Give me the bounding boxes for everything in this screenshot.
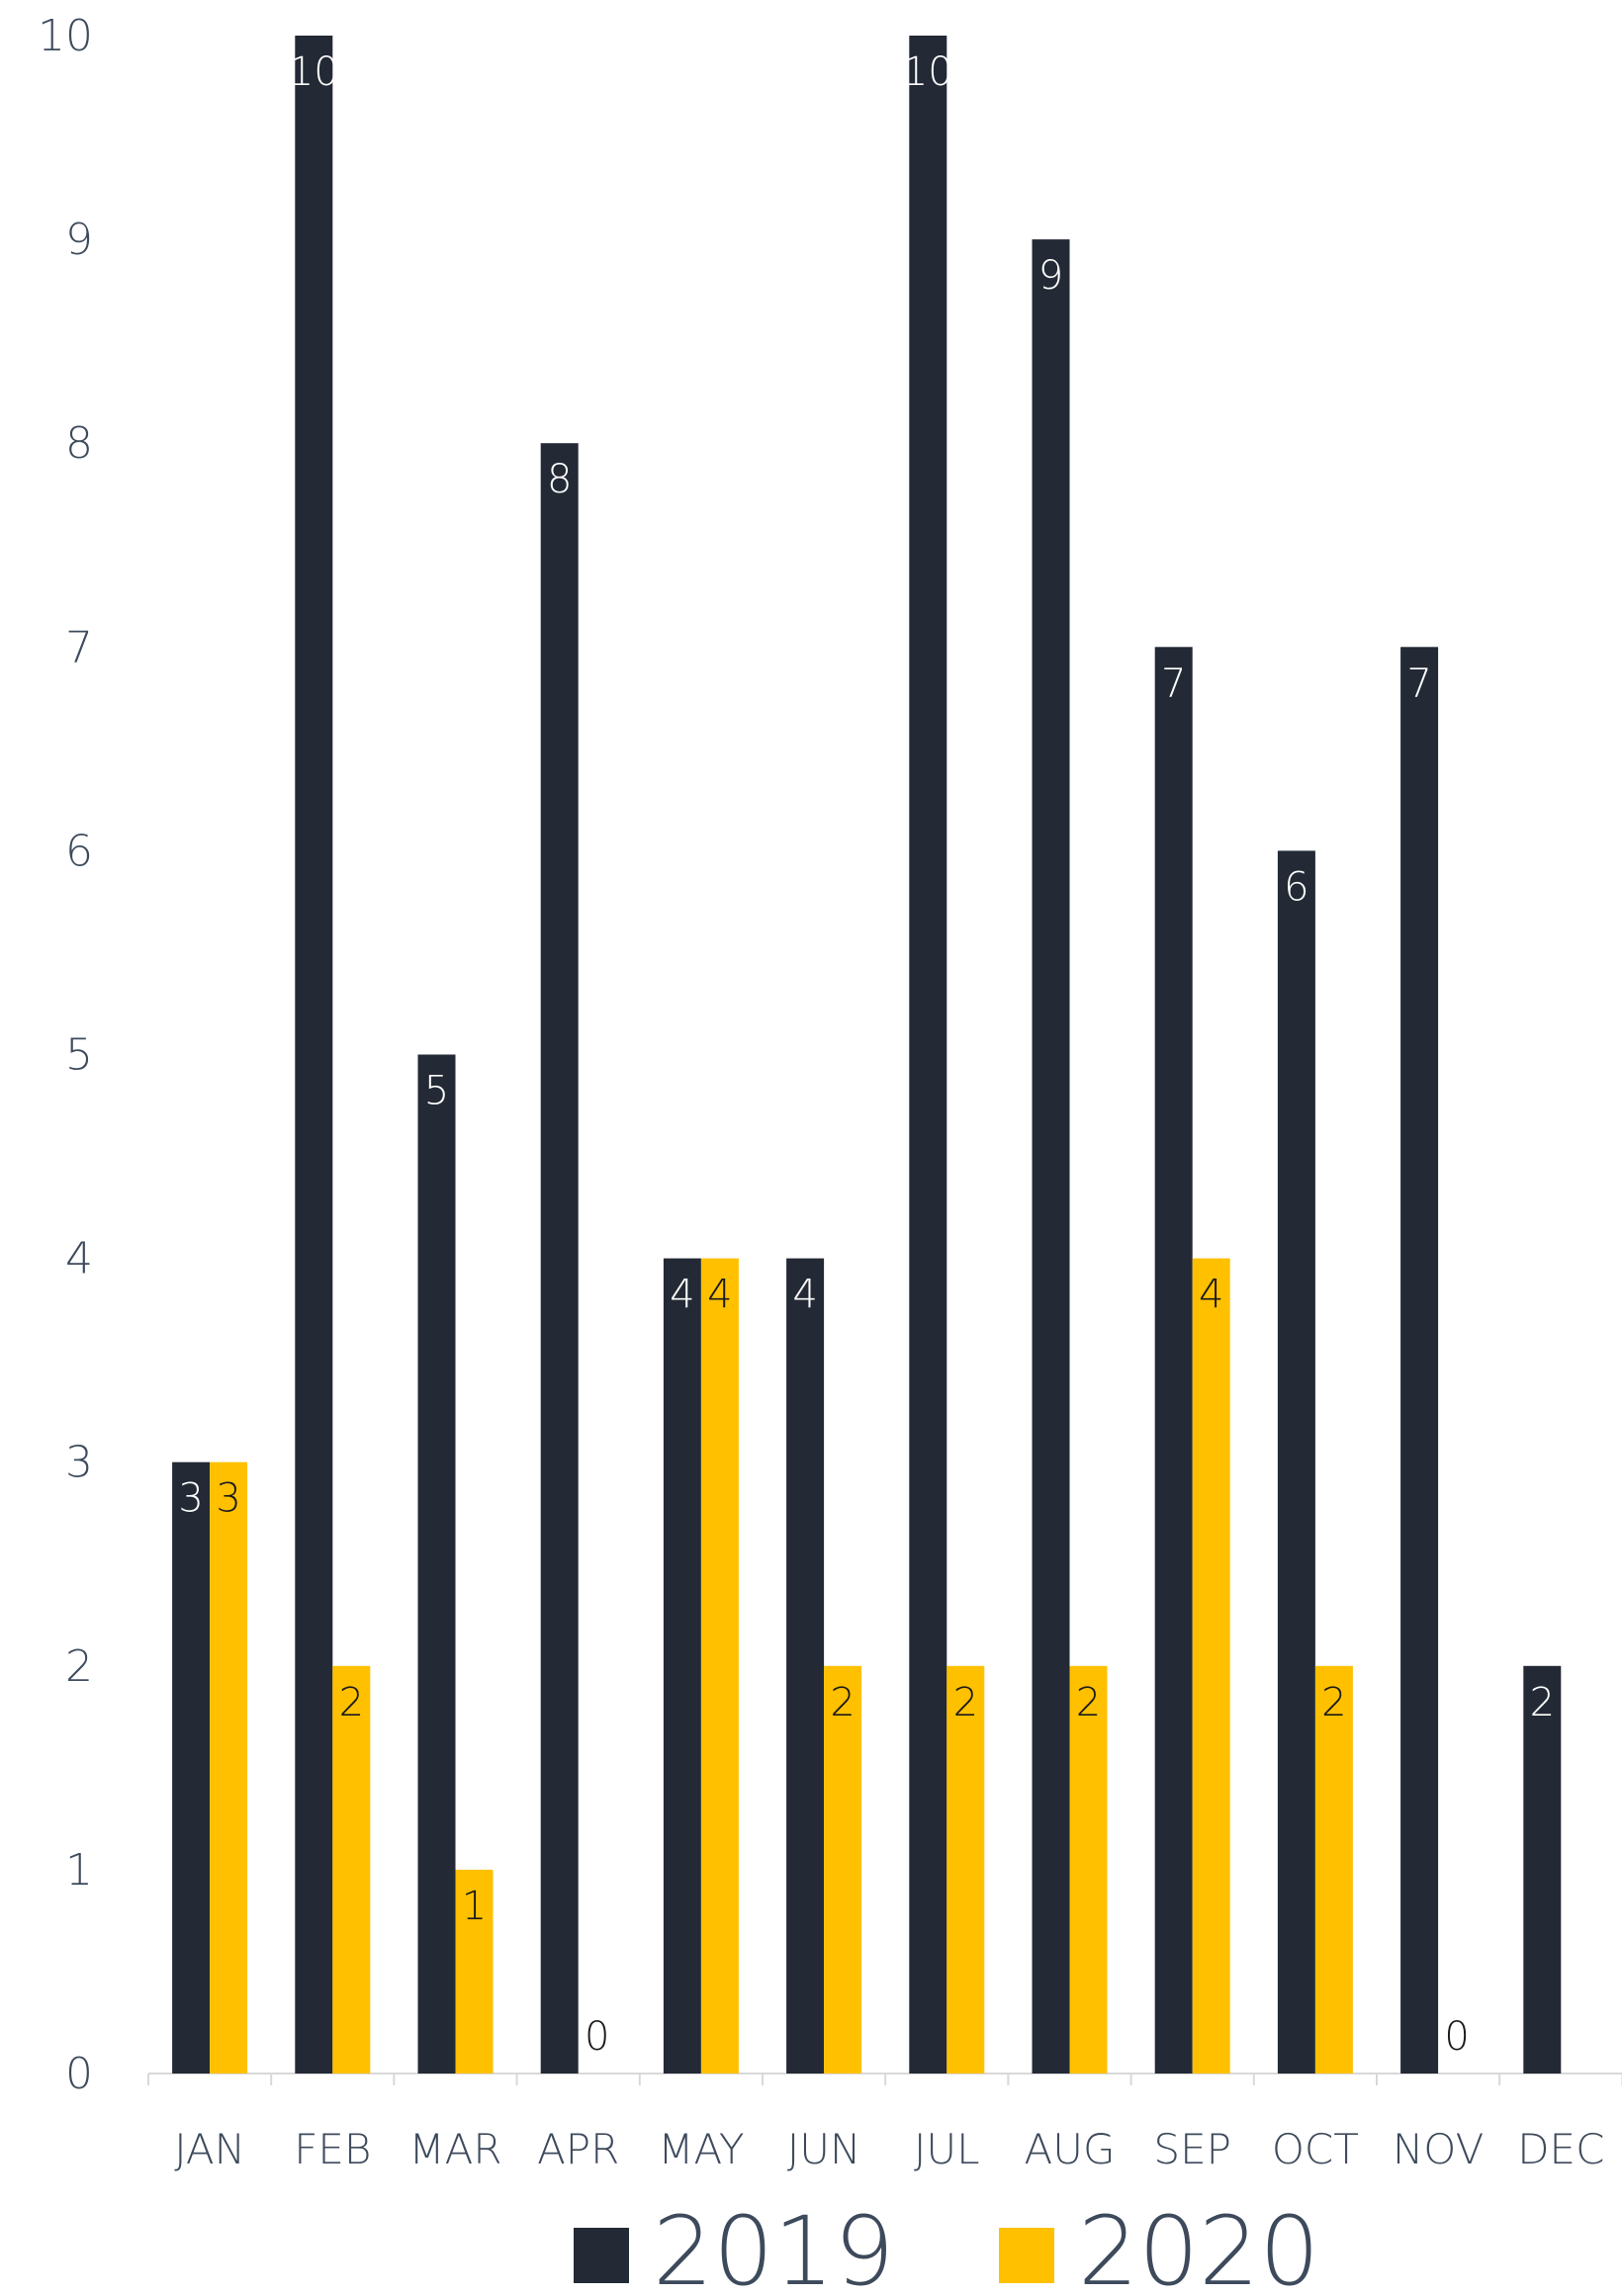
x-tick-label: MAY bbox=[658, 2125, 744, 2173]
legend-swatch bbox=[574, 2228, 629, 2283]
bar-2020-jul bbox=[946, 1665, 985, 2074]
bar-2020-jan bbox=[210, 1461, 248, 2074]
bar-label-2020-jan: 3 bbox=[216, 1476, 240, 1522]
y-tick-label: 10 bbox=[38, 11, 93, 61]
bars bbox=[172, 36, 1562, 2075]
bar-label-2019-aug: 9 bbox=[1038, 253, 1063, 299]
y-tick-label: 6 bbox=[65, 826, 93, 876]
bar-label-2020-jul: 2 bbox=[953, 1680, 978, 1725]
bar-2019-jan bbox=[172, 1461, 211, 2074]
y-tick-label: 8 bbox=[65, 418, 93, 469]
bar-2019-dec bbox=[1523, 1665, 1562, 2074]
bar-2019-aug bbox=[1032, 239, 1070, 2075]
legend-item-2020: 2020 bbox=[999, 2196, 1319, 2296]
bar-label-2020-apr: 0 bbox=[585, 2014, 609, 2060]
bar-label-2020-may: 4 bbox=[707, 1273, 732, 1318]
bar-2020-may bbox=[700, 1258, 739, 2074]
bar-2019-jun bbox=[786, 1258, 825, 2074]
bar-2019-nov bbox=[1400, 647, 1439, 2074]
x-tick-label: NOV bbox=[1393, 2125, 1484, 2173]
bar-label-2019-oct: 6 bbox=[1284, 864, 1308, 910]
x-tick-label: SEP bbox=[1153, 2125, 1231, 2173]
bar-label-2019-feb: 10 bbox=[289, 49, 339, 95]
bar-2020-feb bbox=[332, 1665, 371, 2074]
y-tick-label: 9 bbox=[65, 215, 93, 265]
bar-label-2020-sep: 4 bbox=[1199, 1273, 1223, 1318]
y-tick-label: 2 bbox=[65, 1641, 93, 1692]
bar-2020-oct bbox=[1314, 1665, 1353, 2074]
y-tick-label: 5 bbox=[65, 1030, 93, 1081]
legend-swatch bbox=[999, 2228, 1054, 2283]
bar-2019-mar bbox=[417, 1054, 456, 2074]
y-tick-label: 0 bbox=[65, 2049, 93, 2099]
x-tick-label: JUL bbox=[914, 2125, 980, 2173]
bar-label-2019-jun: 4 bbox=[792, 1273, 817, 1318]
x-tick-label: APR bbox=[537, 2125, 619, 2173]
bar-2020-jun bbox=[824, 1665, 862, 2074]
y-tick-label: 3 bbox=[65, 1438, 93, 1488]
bar-2019-feb bbox=[295, 36, 333, 2074]
y-axis: 0 1 2 3 4 5 6 7 8 9 10 bbox=[38, 11, 93, 2099]
bar-2020-mar bbox=[455, 1869, 494, 2074]
bar-label-2019-sep: 7 bbox=[1161, 661, 1186, 706]
bar-label-2019-jul: 10 bbox=[903, 49, 953, 95]
bar-2020-sep bbox=[1192, 1258, 1230, 2074]
legend-label: 2019 bbox=[653, 2196, 894, 2296]
bar-2020-aug bbox=[1069, 1665, 1108, 2074]
bar-label-2019-jan: 3 bbox=[178, 1476, 203, 1522]
bar-label-2019-mar: 5 bbox=[424, 1069, 449, 1114]
bar-2019-apr bbox=[540, 443, 579, 2075]
bar-label-2019-apr: 8 bbox=[547, 457, 572, 502]
y-tick-label: 1 bbox=[65, 1845, 93, 1896]
y-tick-label: 4 bbox=[65, 1234, 93, 1284]
bar-label-2020-nov: 0 bbox=[1444, 2014, 1469, 2060]
x-tick-label: MAR bbox=[408, 2125, 501, 2173]
bar-label-2019-dec: 2 bbox=[1530, 1680, 1555, 1725]
legend-label: 2020 bbox=[1078, 2196, 1319, 2296]
bar-label-2020-jun: 2 bbox=[830, 1680, 855, 1725]
x-axis: JAN FEB MAR APR MAY JUN JUL AUG SEP OCT NOV DEC bbox=[174, 2125, 1604, 2173]
x-tick-label: JUN bbox=[787, 2125, 861, 2173]
y-tick-label: 7 bbox=[65, 622, 93, 672]
bar-2019-jul bbox=[909, 36, 947, 2074]
x-tick-label: DEC bbox=[1517, 2125, 1604, 2173]
x-tick-label: OCT bbox=[1272, 2125, 1359, 2173]
x-tick-label: JAN bbox=[174, 2125, 245, 2173]
bar-label-2020-aug: 2 bbox=[1076, 1680, 1101, 1725]
bar-2019-may bbox=[663, 1258, 701, 2074]
bar-2019-sep bbox=[1154, 647, 1193, 2074]
x-tick-label: FEB bbox=[294, 2125, 371, 2173]
bar-label-2020-feb: 2 bbox=[339, 1680, 364, 1725]
bar-2019-oct bbox=[1277, 850, 1315, 2074]
bar-label-2019-may: 4 bbox=[670, 1273, 694, 1318]
bar-label-2019-nov: 7 bbox=[1406, 661, 1431, 706]
bar-label-2020-mar: 1 bbox=[462, 1884, 487, 1929]
x-tick-label: AUG bbox=[1024, 2125, 1115, 2173]
bar-label-2020-oct: 2 bbox=[1321, 1680, 1346, 1725]
x-axis-tick-marks bbox=[147, 2074, 1622, 2085]
legend: 2019 2020 bbox=[574, 2196, 1319, 2296]
legend-item-2019: 2019 bbox=[574, 2196, 894, 2296]
